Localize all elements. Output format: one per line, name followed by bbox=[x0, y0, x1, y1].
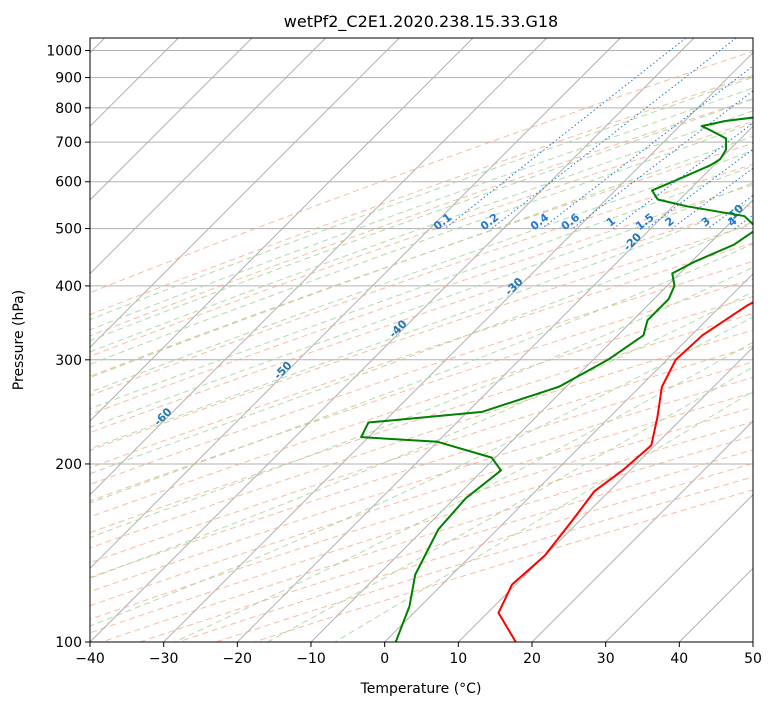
moist-adiabat-line bbox=[90, 243, 753, 504]
isotherm-line bbox=[310, 199, 753, 642]
dry-adiabat-line bbox=[90, 312, 753, 534]
isotherm-line bbox=[605, 493, 753, 642]
moist-adiabat-line bbox=[90, 76, 753, 321]
isotherm-line bbox=[90, 38, 474, 422]
x-tick-label: 10 bbox=[449, 651, 467, 667]
x-axis: −40 −30 −20 −10 0 10 20 30 40 50 bbox=[75, 642, 762, 667]
isotherm-line bbox=[90, 38, 695, 642]
dry-adiabat-line bbox=[90, 142, 753, 377]
x-tick-label: −30 bbox=[149, 651, 179, 667]
isotherm-line bbox=[384, 272, 753, 642]
isotherm-line bbox=[90, 38, 327, 275]
y-tick-label: 900 bbox=[55, 71, 82, 87]
series-layer bbox=[360, 116, 753, 642]
y-tick-label: 1000 bbox=[46, 44, 82, 60]
dry-adiabat-line bbox=[90, 223, 753, 451]
mixing-ratio-line bbox=[541, 65, 753, 229]
x-tick-label: 30 bbox=[597, 651, 615, 667]
x-tick-label: −20 bbox=[223, 651, 253, 667]
dry-adiabat-line bbox=[90, 242, 753, 469]
mixing-ratio-line bbox=[671, 167, 753, 229]
y-tick-label: 400 bbox=[55, 279, 82, 295]
moist-adiabat-line bbox=[174, 341, 753, 642]
y-tick-label: 500 bbox=[55, 222, 82, 238]
moist-adiabat-line bbox=[90, 98, 753, 342]
isotherm-line bbox=[531, 420, 753, 642]
dry-adiabat-line bbox=[90, 50, 753, 294]
moist-adiabat-line bbox=[90, 110, 753, 353]
y-tick-label: 200 bbox=[55, 457, 82, 473]
dry-adiabat-line bbox=[90, 278, 753, 502]
isotherm-line bbox=[90, 38, 621, 570]
y-axis-label: Pressure (hPa) bbox=[11, 290, 27, 390]
y-tick-label: 800 bbox=[55, 101, 82, 117]
y-tick-label: 100 bbox=[55, 635, 82, 651]
moist-adiabat-line bbox=[90, 182, 753, 428]
chart-title: wetPf2_C2E1.2020.238.15.33.G18 bbox=[284, 12, 558, 32]
dry-adiabat-line bbox=[90, 163, 753, 397]
isotherm-line bbox=[90, 38, 253, 201]
x-tick-label: 0 bbox=[380, 651, 389, 667]
dry-adiabat-line bbox=[90, 361, 753, 578]
x-tick-label: −40 bbox=[75, 651, 105, 667]
isotherm-line bbox=[90, 38, 548, 496]
x-tick-label: 50 bbox=[744, 651, 762, 667]
y-tick-label: 600 bbox=[55, 175, 82, 191]
x-tick-label: 40 bbox=[670, 651, 688, 667]
y-tick-label: 300 bbox=[55, 353, 82, 369]
dry-adiabat-line bbox=[90, 376, 753, 593]
dewpoint-profile-line bbox=[360, 116, 753, 642]
plot-frame bbox=[89, 37, 754, 643]
dry-adiabat-line bbox=[90, 74, 753, 316]
y-axis: 100 200 300 400 500 600 700 800 900 1000 bbox=[46, 44, 90, 651]
isotherm-line bbox=[236, 125, 753, 642]
mixing-ratio-line bbox=[572, 90, 753, 229]
x-tick-label: −10 bbox=[296, 651, 326, 667]
dry-adiabat-line bbox=[90, 120, 753, 357]
isotherm-line bbox=[457, 346, 753, 642]
y-tick-label: 700 bbox=[55, 135, 82, 151]
mixing-ratio-layer bbox=[444, 38, 753, 229]
moist-adiabat-line bbox=[90, 200, 753, 450]
moist-adiabat-line bbox=[90, 291, 753, 579]
x-axis-label: Temperature (°C) bbox=[360, 681, 482, 697]
moist-adiabat-line bbox=[90, 87, 753, 331]
dry-adiabat-line bbox=[90, 329, 753, 549]
moist-adiabats-layer bbox=[90, 76, 753, 642]
isotherm-line bbox=[163, 51, 753, 642]
dry-adiabat-line bbox=[90, 98, 753, 337]
temperature-profile-line bbox=[497, 301, 753, 642]
x-tick-label: 20 bbox=[523, 651, 541, 667]
moist-adiabat-line bbox=[90, 165, 753, 410]
grid-layer bbox=[90, 38, 753, 642]
moist-adiabat-line bbox=[90, 266, 753, 539]
isotherm-line bbox=[90, 38, 400, 349]
